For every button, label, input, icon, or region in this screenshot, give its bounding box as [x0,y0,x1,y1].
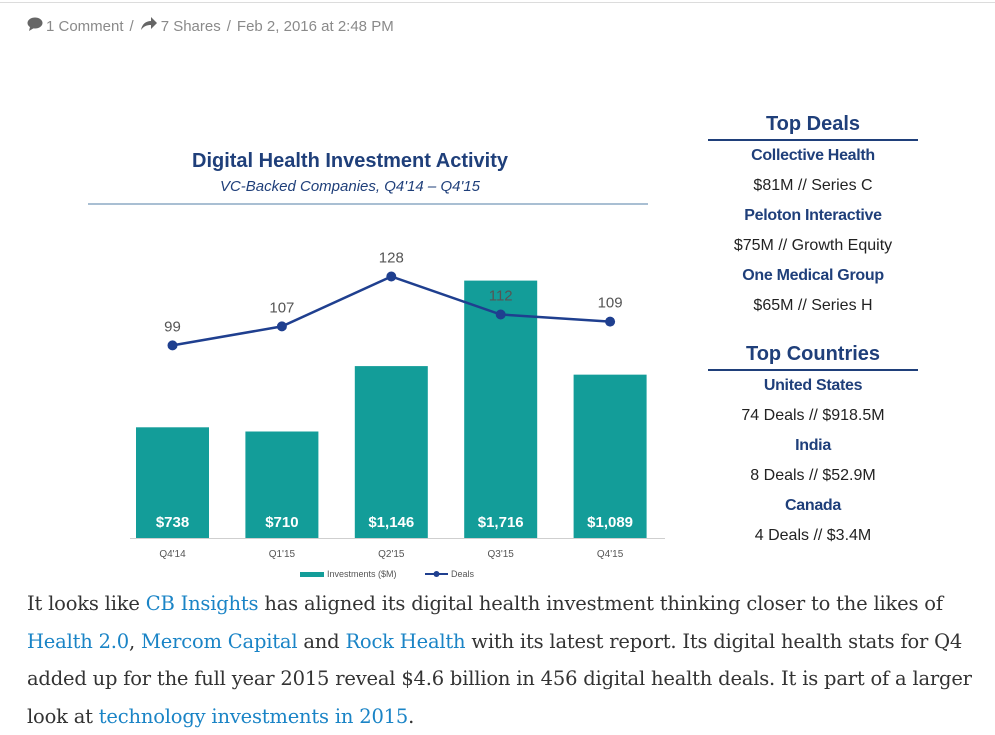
technology-investments-link[interactable]: technology investments in 2015 [98,704,409,728]
health-2-0-link[interactable]: Health 2.0 [27,629,130,653]
bar-value-label: $1,146 [368,514,414,531]
deal-detail: $75M // Growth Equity [733,237,893,254]
deal-item: Peloton Interactive $75M // Growth Equit… [708,201,918,261]
country-detail: 74 Deals // $918.5M [741,407,885,424]
deal-detail: $81M // Series C [753,177,873,194]
bar [464,280,538,538]
country-detail: 4 Deals // $3.4M [754,527,872,544]
post-date: Feb 2, 2016 at 2:48 PM [236,17,394,35]
speech-bubble-icon [27,17,43,35]
deals-point [495,309,506,320]
share-arrow-icon [140,17,158,35]
deals-value-label: 112 [489,288,513,305]
rock-health-link[interactable]: Rock Health [345,629,466,653]
deals-value-label: 107 [269,299,294,316]
deal-item: One Medical Group $65M // Series H [708,261,918,321]
country-item: United States 74 Deals // $918.5M [708,371,918,431]
para-text: and [297,629,346,653]
deal-item: Collective Health $81M // Series C [708,141,918,201]
post-meta: 1 Comment / 7 Shares / Feb 2, 2016 at 2:… [27,17,394,35]
deal-detail: $65M // Series H [753,297,873,314]
mercom-capital-link[interactable]: Mercom Capital [141,629,298,653]
top-divider [0,2,995,3]
top-deals-heading: Top Deals [708,113,918,141]
deals-point [386,271,397,282]
article-paragraph: It looks like CB Insights has aligned it… [27,585,977,735]
section-gap [708,321,918,343]
legend-label-deals: Deals [451,569,475,579]
x-tick-label: Q1'15 [269,549,296,560]
top-countries-heading: Top Countries [708,343,918,371]
bar-value-label: $1,716 [478,514,524,531]
x-tick-label: Q3'15 [488,549,515,560]
deal-name: One Medical Group [742,267,884,284]
country-item: Canada 4 Deals // $3.4M [708,491,918,551]
para-text: with its latest report. Its digital heal… [27,629,972,728]
meta-separator: / [226,17,231,35]
bar-value-label: $738 [156,514,189,531]
meta-separator: / [129,17,134,35]
bar [354,366,428,538]
legend-label-investments: Investments ($M) [327,569,397,579]
deals-value-label: 109 [598,295,623,312]
country-name: India [795,437,831,454]
legend-swatch-investments [300,572,324,577]
deals-value-label: 99 [164,318,181,335]
x-tick-label: Q2'15 [378,549,405,560]
deal-name: Collective Health [751,147,875,164]
chart-title: Digital Health Investment Activity [192,150,508,172]
bar [136,427,209,538]
x-tick-label: Q4'15 [597,549,624,560]
para-text: . [408,704,415,728]
para-text: It looks like [27,592,146,615]
infographic-image: Digital Health Investment Activity VC-Ba… [50,98,945,588]
deals-point [276,321,287,332]
bar-value-label: $710 [265,514,298,531]
chart-title-rule [88,203,648,205]
deals-line [172,275,611,347]
para-text: has aligned its digital health investmen… [258,592,943,615]
legend-marker-deals [433,571,440,577]
bar [573,374,647,538]
country-name: Canada [785,497,841,514]
country-item: India 8 Deals // $52.9M [708,431,918,491]
bar [245,431,319,538]
country-name: United States [763,377,863,394]
para-text: , [129,629,142,653]
bar-value-label: $1,089 [587,514,633,531]
deals-point [605,316,616,327]
chart-plot: $738 Q4'14 $710 Q1'15 $1,146 Q2'15 $1,716 Q3'15… [130,250,665,579]
deals-point [167,340,178,351]
deals-value-label: 128 [379,250,404,267]
shares-link[interactable]: 7 Shares [160,17,221,35]
x-tick-label: Q4'14 [159,549,186,560]
cb-insights-link[interactable]: CB Insights [145,592,259,615]
country-detail: 8 Deals // $52.9M [750,467,876,484]
comments-link[interactable]: 1 Comment [46,17,124,35]
chart-subtitle: VC-Backed Companies, Q4'14 – Q4'15 [219,178,481,195]
side-panel: Top Deals Collective Health $81M // Seri… [708,113,918,551]
deal-name: Peloton Interactive [744,207,882,224]
